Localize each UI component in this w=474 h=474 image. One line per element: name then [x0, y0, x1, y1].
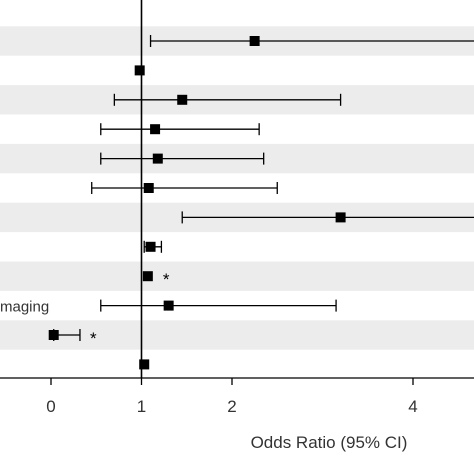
estimate-row — [139, 359, 150, 370]
x-axis: 0 1 2 4 — [0, 377, 474, 416]
estimate-row — [100, 299, 337, 312]
point-estimate — [134, 65, 145, 76]
point-estimate — [143, 183, 154, 193]
estimate-row — [149, 35, 474, 47]
row-band — [0, 261, 474, 291]
x-tick-label: 4 — [408, 397, 417, 416]
point-estimate — [48, 330, 59, 340]
point-estimate — [163, 300, 174, 311]
estimate-rows: ** — [48, 35, 474, 370]
point-estimate — [335, 212, 346, 223]
x-tick-label: 1 — [137, 397, 146, 416]
point-estimate — [152, 153, 163, 164]
x-tick-label: 0 — [46, 397, 55, 416]
estimate-row — [100, 123, 260, 136]
point-estimate — [150, 124, 161, 135]
estimate-row: * — [48, 329, 97, 348]
row-bands — [0, 26, 474, 350]
x-tick-label: 2 — [227, 397, 236, 416]
x-axis-title: Odds Ratio (95% CI) — [251, 433, 408, 452]
estimate-row — [100, 152, 265, 165]
point-estimate — [139, 359, 150, 370]
estimate-row — [113, 93, 342, 106]
significance-mark: * — [163, 270, 170, 289]
estimate-row — [134, 65, 145, 76]
point-estimate — [142, 271, 153, 282]
point-estimate — [249, 36, 260, 46]
point-estimate — [145, 241, 156, 252]
estimate-row — [143, 240, 163, 253]
estimate-row — [91, 182, 278, 194]
estimate-row: * — [142, 270, 170, 289]
row-labels: maging — [0, 299, 49, 316]
point-estimate — [177, 94, 188, 105]
estimate-row — [181, 211, 474, 224]
significance-mark: * — [90, 329, 97, 348]
row-label: maging — [0, 299, 49, 316]
